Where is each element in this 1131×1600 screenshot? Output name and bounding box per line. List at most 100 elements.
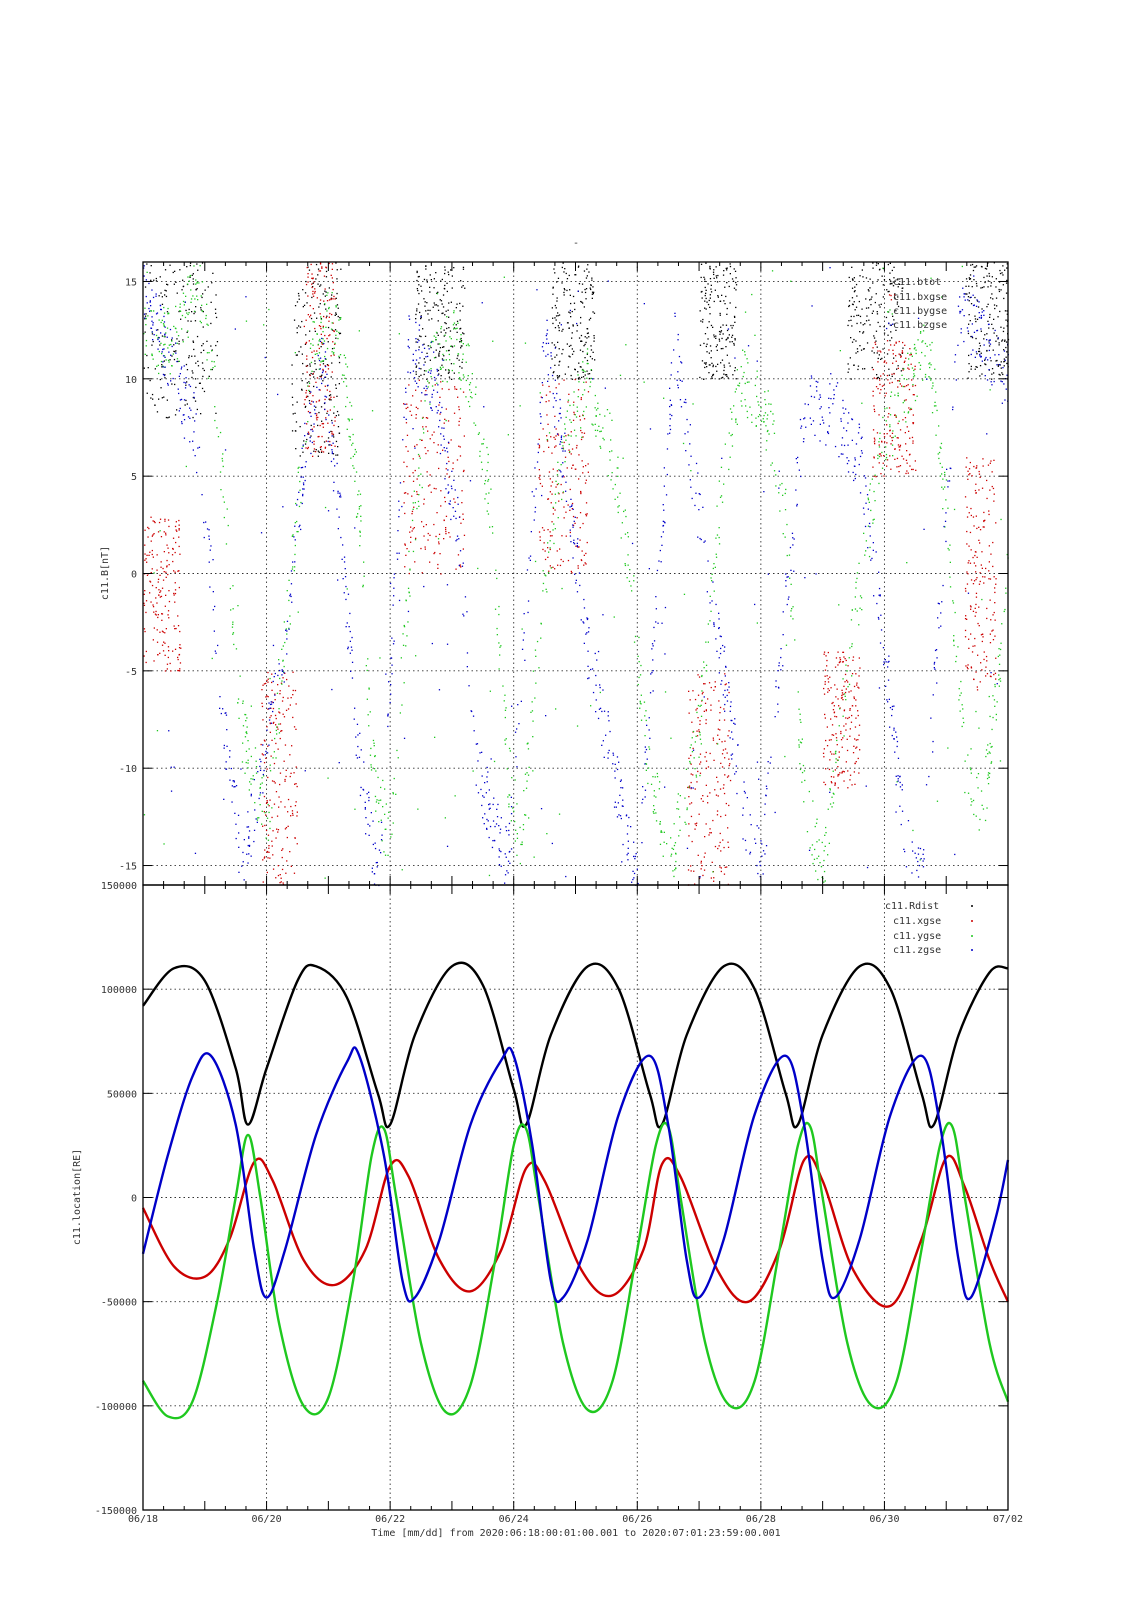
data-point: [966, 457, 968, 459]
data-point: [369, 754, 372, 756]
data-point: [712, 567, 714, 570]
data-point: [245, 714, 247, 716]
data-point: [840, 418, 842, 420]
data-point: [638, 661, 640, 663]
data-point: [859, 667, 861, 669]
data-point: [458, 359, 460, 361]
data-point: [972, 799, 975, 802]
data-point: [575, 435, 577, 437]
data-point: [298, 505, 301, 508]
data-point: [527, 742, 529, 744]
data-point: [562, 448, 565, 450]
data-point: [266, 695, 268, 697]
data-point: [187, 330, 189, 332]
data-point: [692, 747, 694, 750]
data-point: [314, 330, 316, 332]
data-point: [594, 423, 596, 425]
data-point: [843, 735, 845, 737]
data-point: [537, 451, 539, 454]
data-point: [581, 369, 583, 371]
data-point: [427, 313, 429, 315]
data-point: [295, 448, 297, 450]
data-point: [261, 702, 263, 704]
data-point: [844, 691, 847, 694]
data-point: [192, 273, 194, 275]
data-point: [675, 867, 677, 870]
data-point: [969, 274, 972, 276]
data-point: [311, 441, 313, 444]
data-point: [571, 310, 573, 313]
data-point: [890, 468, 892, 470]
data-point: [893, 296, 896, 299]
data-point: [291, 383, 293, 385]
data-point: [958, 699, 960, 701]
data-point: [554, 415, 556, 417]
data-point: [715, 365, 717, 368]
data-point: [292, 716, 294, 719]
data-point: [871, 312, 873, 314]
data-point: [445, 533, 447, 535]
data-point: [182, 285, 185, 287]
data-point: [824, 880, 826, 882]
data-point: [165, 594, 167, 596]
data-point: [562, 262, 564, 264]
data-point: [755, 425, 757, 427]
data-point: [983, 276, 985, 279]
data-point: [532, 770, 534, 772]
data-point: [269, 857, 271, 859]
data-point: [1003, 327, 1005, 329]
data-point: [324, 365, 327, 368]
data-point: [970, 353, 972, 356]
data-point: [242, 700, 244, 702]
data-point: [879, 325, 881, 328]
data-point: [304, 406, 306, 408]
data-point: [439, 413, 441, 415]
data-point: [442, 353, 444, 356]
data-point: [459, 328, 461, 330]
data-point: [894, 293, 896, 295]
data-point: [409, 475, 411, 477]
data-point: [1005, 346, 1007, 349]
data-point: [981, 633, 984, 635]
data-point: [885, 458, 887, 461]
data-point: [265, 829, 268, 832]
data-point: [507, 796, 509, 798]
data-point: [974, 615, 976, 617]
data-point: [867, 289, 869, 291]
data-point: [307, 273, 309, 275]
data-point: [906, 450, 908, 452]
data-point: [677, 808, 680, 810]
data-point: [300, 501, 302, 504]
data-point: [1001, 372, 1003, 374]
data-point: [856, 577, 858, 580]
data-point: [347, 418, 349, 420]
data-point: [679, 829, 681, 831]
data-point: [587, 391, 590, 393]
data-point: [315, 401, 318, 403]
data-point: [906, 378, 908, 381]
data-point: [832, 403, 834, 405]
data-point: [425, 370, 427, 372]
data-point: [267, 803, 269, 806]
data-point: [878, 414, 880, 416]
data-point: [319, 263, 322, 265]
data-point: [1000, 642, 1002, 644]
data-point: [301, 388, 303, 390]
data-point: [429, 484, 431, 486]
data-point: [539, 536, 541, 538]
data-point: [163, 306, 165, 309]
data-point: [299, 480, 301, 483]
data-point: [857, 351, 859, 353]
data-point: [539, 478, 541, 480]
data-point: [195, 279, 197, 281]
data-point: [698, 493, 700, 495]
data-point: [909, 409, 911, 411]
data-point: [273, 762, 276, 765]
data-point: [938, 627, 940, 629]
data-point: [685, 450, 687, 452]
data-point: [189, 262, 192, 264]
data-point: [856, 746, 858, 748]
data-point: [437, 567, 439, 569]
data-point: [728, 758, 730, 760]
